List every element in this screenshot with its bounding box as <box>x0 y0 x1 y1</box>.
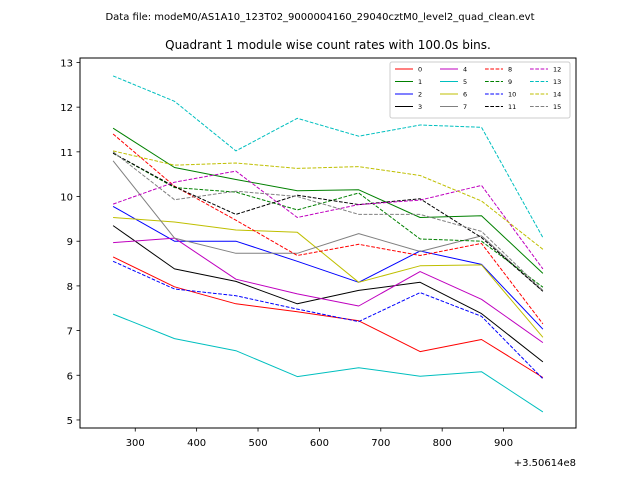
series-line-0 <box>112 256 544 378</box>
legend-label-9: 9 <box>508 78 512 86</box>
legend-label-2: 2 <box>418 90 422 98</box>
legend-item-9: 9 <box>485 78 512 86</box>
figure-suptitle: Data file: modeM0/AS1A10_123T02_90000041… <box>105 12 534 23</box>
x-tick-label: 500 <box>248 438 267 449</box>
series-line-8 <box>112 133 544 325</box>
series-line-11 <box>112 152 544 292</box>
x-tick-label: 700 <box>371 438 390 449</box>
x-tick-label: 300 <box>126 438 145 449</box>
legend-label-5: 5 <box>463 78 467 86</box>
series-line-4 <box>113 237 544 344</box>
y-tick-label: 8 <box>67 282 73 293</box>
legend-frame <box>389 61 571 119</box>
legend-label-3: 3 <box>418 103 422 111</box>
legend-item-7: 7 <box>440 103 467 111</box>
legend-item-15: 15 <box>530 103 561 111</box>
y-tick-label: 9 <box>67 237 73 248</box>
legend-label-15: 15 <box>553 103 561 111</box>
y-tick-label: 11 <box>60 148 73 159</box>
y-tick-label: 5 <box>67 416 73 427</box>
legend-label-4: 4 <box>463 65 467 73</box>
x-offset-label: +3.50614e8 <box>514 458 576 469</box>
legend-item-5: 5 <box>440 78 467 86</box>
chart-title: Quadrant 1 module wise count rates with … <box>165 38 491 52</box>
series-line-10 <box>112 260 544 380</box>
legend-item-11: 11 <box>485 103 516 111</box>
series-line-5 <box>112 313 544 413</box>
legend-label-10: 10 <box>508 90 516 98</box>
legend-item-4: 4 <box>440 65 467 73</box>
y-tick-label: 10 <box>60 193 73 204</box>
legend-label-6: 6 <box>463 90 467 98</box>
series-line-12 <box>112 170 544 270</box>
y-tick-label: 13 <box>60 58 73 69</box>
legend-item-8: 8 <box>485 65 512 73</box>
x-tick-label: 400 <box>187 438 206 449</box>
legend-item-14: 14 <box>530 90 561 98</box>
series-line-3 <box>112 225 544 363</box>
x-tick-label: 900 <box>494 438 513 449</box>
x-tick-label: 600 <box>310 438 329 449</box>
legend-label-0: 0 <box>418 65 422 73</box>
legend-label-14: 14 <box>553 90 561 98</box>
series-line-2 <box>112 205 544 330</box>
legend-label-11: 11 <box>508 103 516 111</box>
series-line-1 <box>112 127 544 274</box>
x-tick-label: 800 <box>433 438 452 449</box>
legend-item-13: 13 <box>530 78 561 86</box>
legend-item-0: 0 <box>395 65 422 73</box>
y-tick-label: 12 <box>60 103 73 114</box>
legend-label-1: 1 <box>418 78 422 86</box>
series-line-7 <box>112 160 544 292</box>
series-line-14 <box>112 150 544 250</box>
series-line-6 <box>113 217 544 338</box>
legend-item-3: 3 <box>395 103 422 111</box>
y-tick-label: 7 <box>67 327 73 338</box>
x-axis: 300 400 500 600 700 800 900 <box>126 428 513 449</box>
legend-item-12: 12 <box>530 65 561 73</box>
plot-frame <box>79 57 577 429</box>
y-tick-label: 6 <box>67 371 73 382</box>
legend-item-10: 10 <box>485 90 516 98</box>
legend-item-6: 6 <box>440 90 467 98</box>
legend-label-12: 12 <box>553 65 561 73</box>
series-layer <box>112 75 544 413</box>
series-line-15 <box>112 151 544 291</box>
series-line-9 <box>112 152 544 288</box>
legend-label-8: 8 <box>508 65 512 73</box>
legend-item-2: 2 <box>395 90 422 98</box>
legend-item-1: 1 <box>395 78 422 86</box>
y-axis: 5 6 7 8 9 10 11 12 13 <box>60 58 80 427</box>
legend-label-13: 13 <box>553 78 561 86</box>
legend-label-7: 7 <box>463 103 467 111</box>
series-line-13 <box>112 75 544 238</box>
